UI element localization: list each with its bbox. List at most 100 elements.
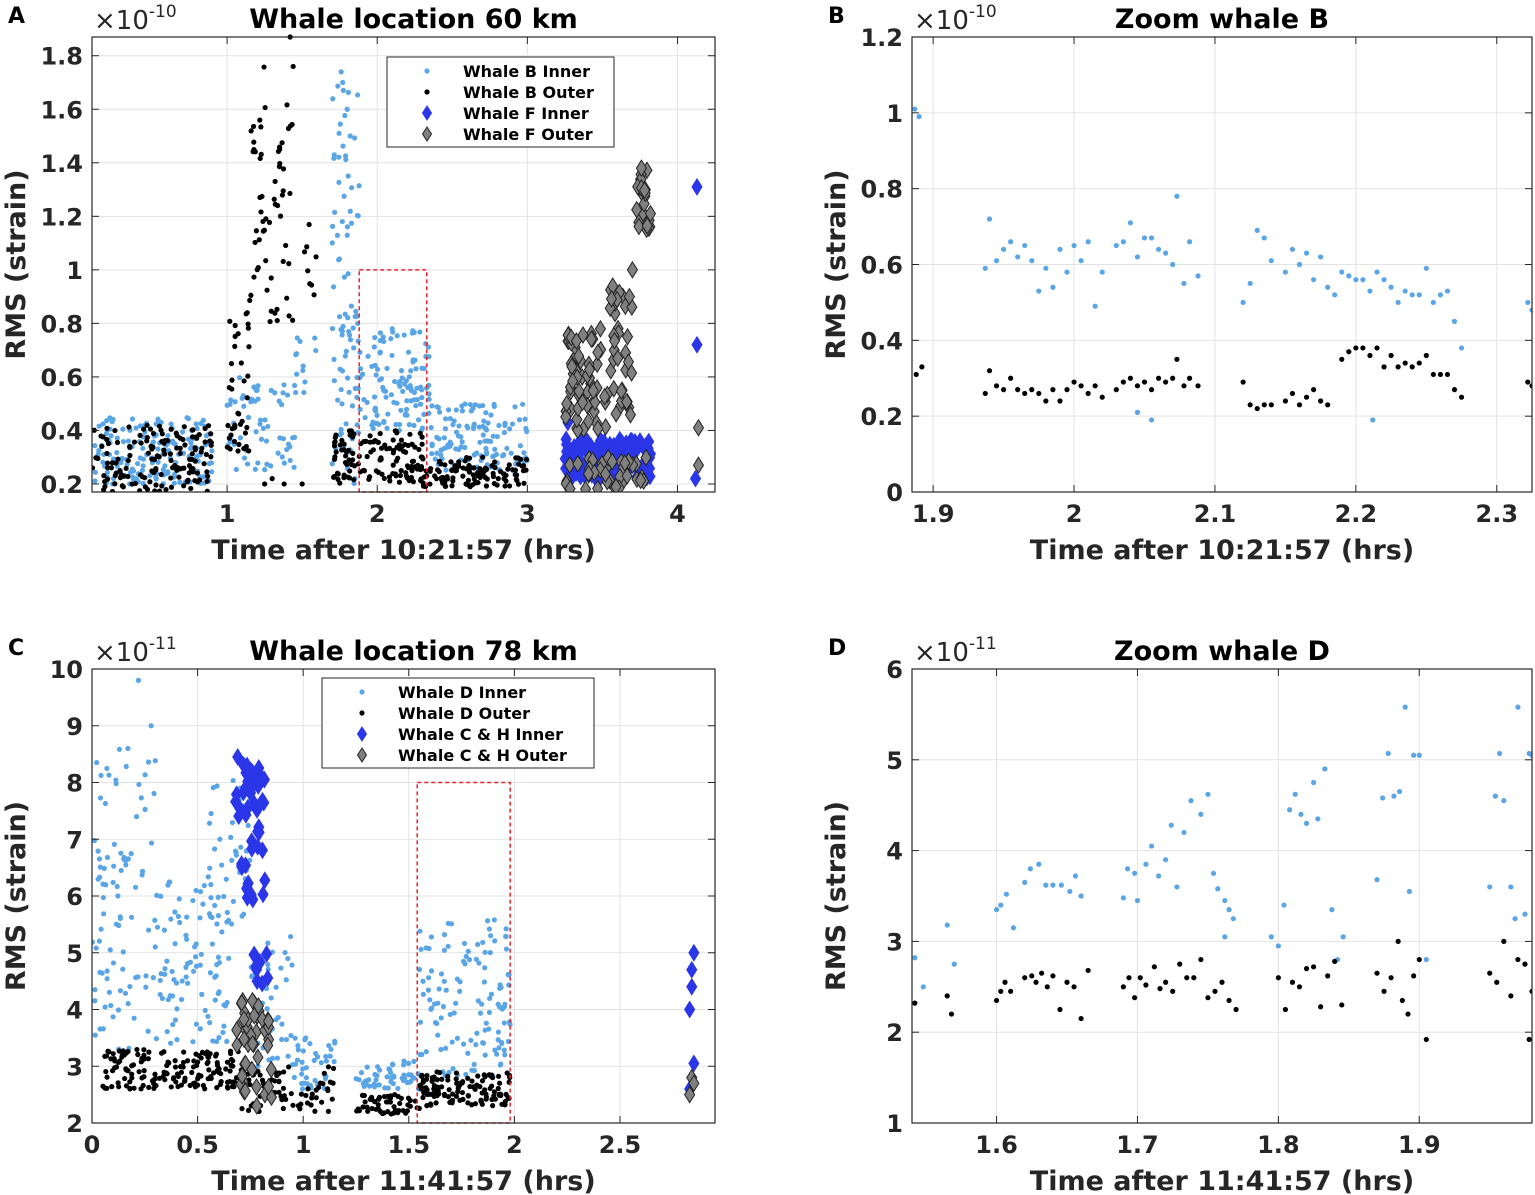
data-point <box>337 442 343 448</box>
data-point <box>262 1077 275 1096</box>
data-point <box>338 386 344 393</box>
data-point <box>505 466 511 472</box>
axis-multiplier: ×10-10 <box>914 2 997 36</box>
data-point <box>501 1020 507 1026</box>
data-point <box>382 442 388 448</box>
x-tick-label: 1.6 <box>975 1131 1018 1159</box>
data-point <box>1261 235 1267 241</box>
data-point <box>257 417 264 423</box>
data-point <box>350 434 356 440</box>
data-point <box>174 1036 180 1043</box>
data-point <box>354 1108 360 1114</box>
data-point <box>506 972 512 978</box>
data-point <box>442 462 448 468</box>
data-point <box>1057 1006 1063 1013</box>
data-point <box>476 960 482 966</box>
data-point <box>313 1050 319 1057</box>
data-point <box>453 429 460 435</box>
y-tick-label: 0.4 <box>860 327 903 355</box>
data-point <box>1050 284 1056 290</box>
data-point <box>96 447 102 454</box>
data-point <box>1170 261 1176 268</box>
data-point <box>455 1089 461 1095</box>
data-point <box>301 249 308 255</box>
data-point <box>144 438 150 444</box>
data-point <box>264 461 270 467</box>
data-point <box>303 1075 310 1081</box>
data-point <box>110 879 116 886</box>
data-point <box>1458 345 1465 351</box>
data-point <box>1210 870 1217 876</box>
data-point <box>341 447 347 453</box>
data-point <box>386 474 393 480</box>
data-point <box>366 476 372 482</box>
data-point <box>626 363 638 382</box>
data-point <box>189 1069 195 1076</box>
data-point <box>239 1082 251 1101</box>
data-point <box>480 432 486 438</box>
y-tick-label: 1 <box>886 100 903 128</box>
data-point <box>331 443 338 449</box>
data-point <box>378 376 385 382</box>
data-point <box>512 467 519 473</box>
data-point <box>419 394 425 401</box>
data-point <box>426 945 432 952</box>
data-point <box>285 955 291 962</box>
data-point <box>235 448 241 454</box>
data-point <box>141 1068 147 1074</box>
data-point <box>1148 843 1155 849</box>
data-point <box>1437 292 1444 298</box>
y-tick-label: 0.2 <box>860 403 903 431</box>
data-point <box>432 1089 438 1095</box>
data-point <box>331 456 338 462</box>
y-tick-label: 0.6 <box>860 252 903 280</box>
data-point <box>411 1058 417 1064</box>
data-point <box>300 1048 306 1054</box>
data-point <box>570 332 583 350</box>
x-tick-label: 1.7 <box>1116 1131 1159 1159</box>
data-point <box>221 893 227 900</box>
data-point <box>118 867 124 874</box>
data-point <box>487 995 493 1002</box>
data-point <box>1247 280 1253 287</box>
data-point <box>1126 975 1132 981</box>
data-point <box>1078 258 1084 264</box>
data-point <box>469 1067 475 1073</box>
data-point <box>231 438 238 445</box>
data-point <box>480 1040 487 1046</box>
x-tick-label: 2 <box>369 500 386 528</box>
data-point <box>361 1083 367 1089</box>
data-point <box>440 476 446 482</box>
data-point <box>255 383 261 389</box>
data-point <box>428 934 434 940</box>
data-point <box>208 431 214 437</box>
data-point <box>146 1049 152 1055</box>
data-point <box>404 398 410 404</box>
data-point <box>1487 970 1493 976</box>
data-point <box>160 1073 166 1080</box>
data-point <box>1071 242 1077 249</box>
data-point <box>394 430 400 436</box>
data-point <box>95 848 101 854</box>
data-point <box>1157 986 1163 992</box>
data-point <box>307 1041 313 1047</box>
legend-entry: Whale F Outer <box>463 125 593 144</box>
data-point <box>691 177 703 196</box>
data-point <box>309 1095 315 1101</box>
data-point <box>1092 303 1098 309</box>
data-point <box>289 962 295 968</box>
data-point <box>377 430 383 437</box>
data-point <box>109 488 116 492</box>
data-point <box>177 466 184 472</box>
data-point <box>212 997 218 1003</box>
data-point <box>369 363 375 370</box>
data-point <box>154 924 161 930</box>
data-point <box>487 950 493 956</box>
data-point <box>456 423 462 429</box>
data-point <box>1268 258 1274 264</box>
data-point <box>331 356 337 362</box>
data-point <box>1170 988 1176 994</box>
data-point <box>474 1030 480 1036</box>
data-point <box>138 440 144 446</box>
data-point <box>294 335 300 341</box>
